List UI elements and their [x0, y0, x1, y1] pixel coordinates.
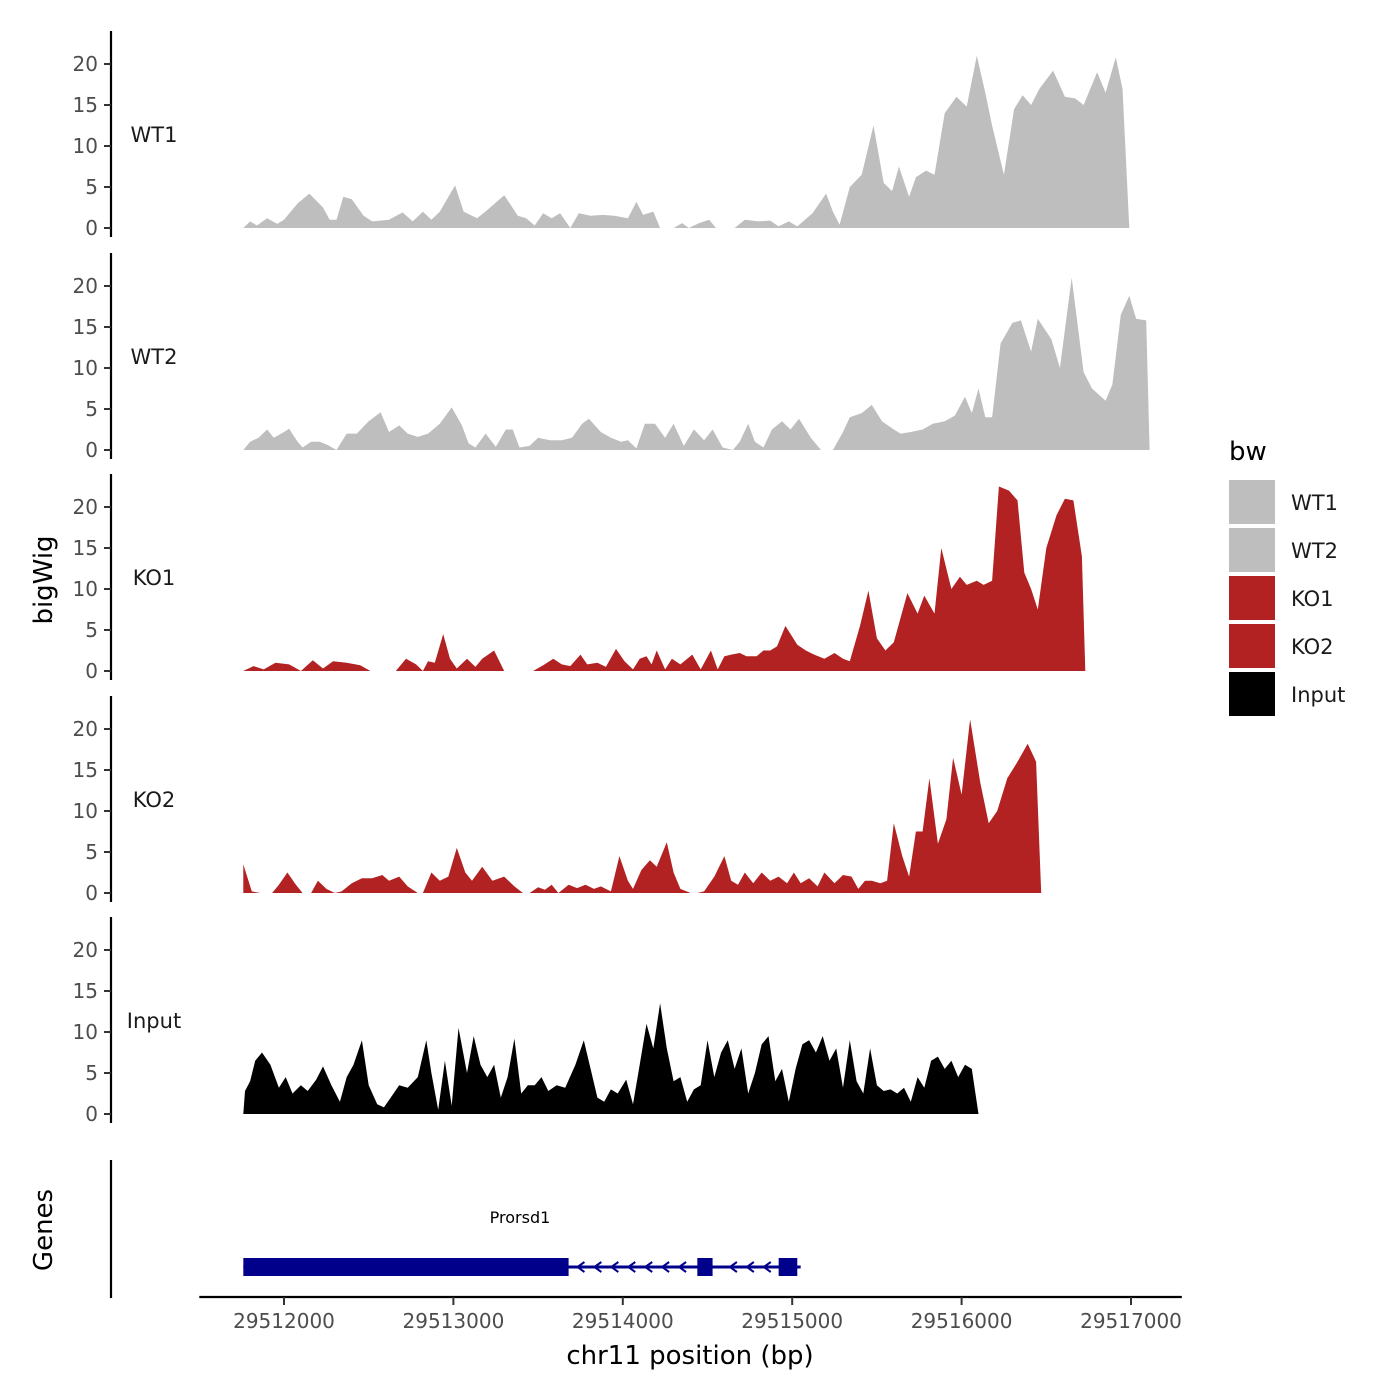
y-tick-label: 15	[73, 979, 98, 1003]
coverage-area-ko2	[243, 719, 1042, 893]
strand-arrow-icon	[660, 1261, 670, 1273]
y-tick-label: 10	[73, 134, 98, 158]
y-tick-label: 0	[85, 659, 98, 683]
genes-axis-title: Genes	[29, 1189, 59, 1271]
legend-title: bw	[1229, 437, 1267, 467]
strand-arrow-icon	[745, 1261, 755, 1273]
legend-label: KO2	[1291, 635, 1334, 659]
track-wt1: 0 5 10 15 20 WT1	[73, 31, 1130, 240]
legend-label: WT1	[1291, 491, 1338, 515]
coverage-area-input	[243, 1003, 979, 1114]
gene-exon	[243, 1258, 569, 1276]
legend: bw WT1 WT2 KO1 KO2 Input	[1229, 437, 1345, 716]
y-tick-label: 20	[73, 495, 98, 519]
legend-swatch	[1229, 576, 1275, 620]
track-ko2: 0 5 10 15 20 KO2	[73, 696, 1042, 905]
strand-arrow-icon	[762, 1261, 772, 1273]
gene-exon	[778, 1258, 798, 1276]
coverage-area-ko1	[243, 486, 1086, 671]
strand-arrow-icon	[592, 1261, 602, 1273]
track-input: 0 5 10 15 20 Input	[73, 917, 979, 1126]
x-tick-label: 29512000	[233, 1309, 335, 1333]
y-tick-label: 20	[73, 938, 98, 962]
y-tick-label: 10	[73, 799, 98, 823]
track-label: Input	[127, 1009, 181, 1033]
strand-arrow-icon	[677, 1261, 687, 1273]
x-axis: 29512000 29513000 29514000 29515000 29516000…	[199, 1295, 1182, 1333]
x-tick-label: 29516000	[911, 1309, 1013, 1333]
y-tick-label: 5	[85, 175, 98, 199]
track-wt2: 0 5 10 15 20 WT2	[73, 253, 1150, 462]
legend-swatch	[1229, 528, 1275, 572]
strand-arrow-icon	[609, 1261, 619, 1273]
x-tick-label: 29517000	[1080, 1309, 1182, 1333]
genes-track: Prorsd1	[109, 1160, 801, 1298]
track-label: KO1	[133, 566, 176, 590]
coverage-area-wt2	[243, 277, 1150, 450]
legend-swatch	[1229, 480, 1275, 524]
y-tick-label: 20	[73, 274, 98, 298]
y-tick-label: 15	[73, 93, 98, 117]
y-tick-label: 0	[85, 438, 98, 462]
track-label: WT1	[131, 123, 178, 147]
x-tick-label: 29514000	[572, 1309, 674, 1333]
track-ko1: 0 5 10 15 20 KO1	[73, 474, 1086, 683]
y-tick-label: 0	[85, 881, 98, 905]
y-tick-label: 15	[73, 758, 98, 782]
y-tick-label: 20	[73, 52, 98, 76]
strand-arrow-icon	[626, 1261, 636, 1273]
x-tick-label: 29515000	[741, 1309, 843, 1333]
track-label: KO2	[133, 788, 176, 812]
y-tick-label: 10	[73, 356, 98, 380]
strand-arrow-icon	[643, 1261, 653, 1273]
legend-label: Input	[1291, 683, 1345, 707]
bigwig-tracks: 0 5 10 15 20 WT1 0 5 10 15 20 WT2 0 5 10 15 20 KO1 0 5 10 15 2…	[73, 31, 1150, 1126]
legend-label: WT2	[1291, 539, 1338, 563]
x-axis-title: chr11 position (bp)	[566, 1341, 813, 1371]
y-tick-label: 5	[85, 397, 98, 421]
legend-label: KO1	[1291, 587, 1334, 611]
coverage-area-wt1	[243, 55, 1130, 228]
y-tick-label: 15	[73, 315, 98, 339]
y-tick-label: 5	[85, 1061, 98, 1085]
track-label: WT2	[131, 345, 178, 369]
strand-arrow-icon	[575, 1261, 586, 1273]
y-tick-label: 5	[85, 618, 98, 642]
y-tick-label: 10	[73, 1020, 98, 1044]
gene-exon	[697, 1258, 713, 1276]
y-tick-label: 5	[85, 840, 98, 864]
y-tick-label: 10	[73, 577, 98, 601]
gene-name-label: Prorsd1	[490, 1208, 551, 1227]
strand-arrow-icon	[728, 1261, 738, 1273]
y-axis-title: bigWig	[29, 535, 59, 624]
y-tick-label: 0	[85, 1102, 98, 1126]
y-tick-label: 0	[85, 216, 98, 240]
legend-swatch	[1229, 672, 1275, 716]
legend-swatch	[1229, 624, 1275, 668]
y-tick-label: 20	[73, 717, 98, 741]
y-tick-label: 15	[73, 536, 98, 560]
x-tick-label: 29513000	[403, 1309, 505, 1333]
